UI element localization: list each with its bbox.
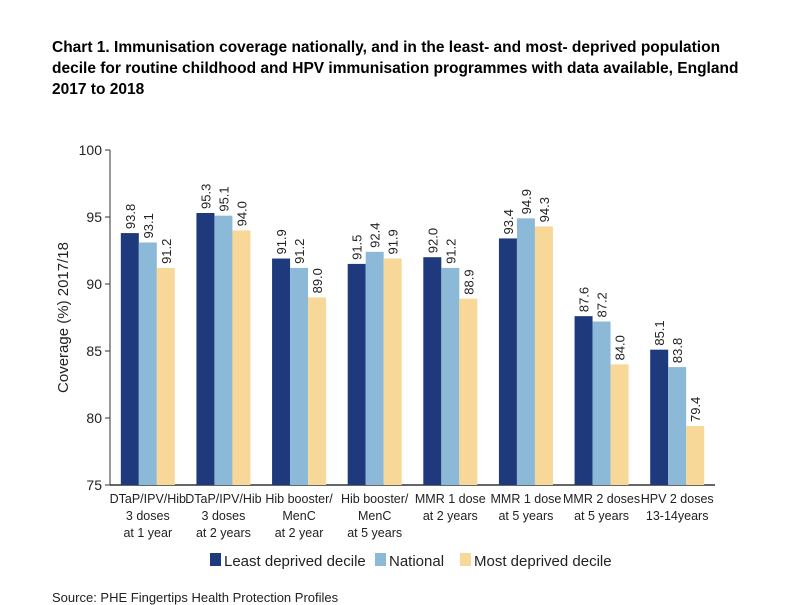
bar	[534, 226, 553, 485]
bar	[459, 298, 478, 485]
bar	[516, 218, 535, 485]
data-label: 89.0	[310, 268, 325, 293]
x-tick-label: at 2 year	[275, 526, 324, 540]
bar	[272, 258, 291, 485]
data-label: 91.9	[274, 229, 289, 254]
bar	[290, 267, 309, 485]
x-tick-label: MMR 2 doses	[563, 492, 640, 506]
bar	[196, 212, 215, 486]
bar	[650, 349, 669, 485]
y-tick-label: 90	[86, 276, 102, 292]
legend-swatch	[460, 553, 471, 566]
x-tick-label: MMR 1 dose	[415, 492, 486, 506]
data-label: 92.0	[425, 228, 440, 253]
data-label: 93.1	[141, 213, 156, 238]
bar	[365, 251, 384, 485]
bar	[308, 297, 327, 485]
x-tick-label: at 5 years	[347, 526, 402, 540]
data-label: 91.2	[159, 239, 174, 264]
legend-label: Most deprived decile	[474, 553, 612, 570]
x-tick-label: MenC	[358, 509, 391, 523]
data-label: 87.6	[577, 287, 592, 312]
bar	[232, 230, 251, 485]
data-label: 95.1	[216, 186, 231, 211]
x-tick-label: at 5 years	[498, 509, 553, 523]
data-label: 94.3	[537, 197, 552, 222]
x-tick-label: at 2 years	[423, 509, 478, 523]
data-label: 88.9	[461, 269, 476, 294]
legend-swatch	[375, 553, 386, 566]
legend-label: National	[389, 553, 444, 570]
data-label: 91.2	[443, 239, 458, 264]
bar	[668, 367, 687, 485]
y-tick-label: 100	[79, 142, 103, 158]
y-tick-label: 75	[86, 477, 102, 493]
data-label: 87.2	[595, 292, 610, 317]
x-tick-label: MenC	[282, 509, 315, 523]
data-label: 91.9	[386, 229, 401, 254]
bar	[592, 321, 611, 485]
legend-swatch	[210, 553, 221, 566]
y-axis-label: Coverage (%) 2017/18	[55, 242, 72, 393]
data-label: 83.8	[670, 338, 685, 363]
data-label: 91.2	[292, 239, 307, 264]
data-label: 92.4	[368, 223, 383, 248]
data-label: 93.8	[123, 204, 138, 229]
x-tick-label: at 1 year	[123, 526, 172, 540]
bar	[574, 316, 593, 485]
data-label: 93.4	[501, 209, 516, 234]
bar	[498, 238, 517, 485]
y-tick-label: 80	[86, 410, 102, 426]
y-tick-label: 85	[86, 343, 102, 359]
data-label: 95.3	[198, 184, 213, 209]
x-tick-label: 3 doses	[202, 509, 246, 523]
bar	[686, 426, 705, 485]
x-tick-label: HPV 2 doses	[641, 492, 714, 506]
bar	[383, 258, 402, 485]
data-label: 94.0	[234, 201, 249, 226]
x-tick-label: Hib booster/	[341, 492, 409, 506]
bar	[610, 364, 629, 485]
x-tick-label: DTaP/IPV/Hib	[110, 492, 186, 506]
data-label: 94.9	[519, 189, 534, 214]
data-label: 91.5	[350, 235, 365, 260]
x-tick-label: at 2 years	[196, 526, 251, 540]
y-tick-label: 95	[86, 209, 102, 225]
bar	[347, 263, 366, 485]
bar	[441, 267, 460, 485]
bar	[423, 257, 442, 485]
bar	[138, 242, 157, 485]
bar	[156, 267, 175, 485]
data-label: 85.1	[652, 320, 667, 345]
bar	[214, 215, 233, 485]
legend-label: Least deprived decile	[224, 553, 366, 570]
source-note: Source: PHE Fingertips Health Protection…	[52, 590, 339, 605]
x-tick-label: 13-14years	[646, 509, 709, 523]
x-tick-label: 3 doses	[126, 509, 170, 523]
x-tick-label: at 5 years	[574, 509, 629, 523]
data-label: 84.0	[613, 335, 628, 360]
x-tick-label: MMR 1 dose	[491, 492, 562, 506]
chart-title: Chart 1. Immunisation coverage nationall…	[52, 39, 739, 98]
x-tick-label: DTaP/IPV/Hib	[185, 492, 261, 506]
x-tick-label: Hib booster/	[265, 492, 333, 506]
bar	[120, 233, 139, 485]
data-label: 79.4	[688, 397, 703, 422]
